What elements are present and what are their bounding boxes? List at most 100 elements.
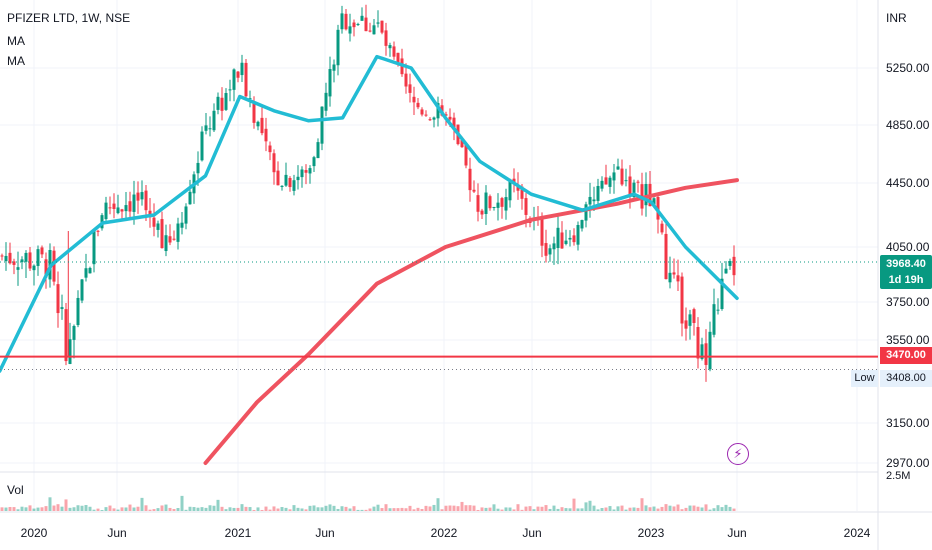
volume-bar bbox=[524, 506, 528, 511]
volume-bar bbox=[604, 507, 608, 511]
volume-bar bbox=[192, 507, 196, 511]
candle-body bbox=[160, 219, 164, 249]
volume-label[interactable]: Vol bbox=[7, 483, 24, 497]
candle-body bbox=[644, 184, 648, 206]
volume-bar bbox=[512, 509, 516, 511]
volume-bar bbox=[700, 507, 704, 511]
volume-bar bbox=[176, 508, 180, 511]
candle-body bbox=[36, 249, 40, 266]
volume-bar bbox=[448, 505, 452, 511]
volume-bar bbox=[172, 509, 176, 511]
legend-ma-fast[interactable]: MA bbox=[7, 34, 25, 48]
volume-bar bbox=[116, 509, 120, 511]
candle-body bbox=[732, 256, 736, 276]
volume-bar bbox=[496, 508, 500, 511]
candle-body bbox=[604, 177, 608, 185]
volume-bar bbox=[592, 505, 596, 511]
volume-bar bbox=[460, 501, 464, 511]
candle-body bbox=[488, 196, 492, 209]
candle-body bbox=[508, 180, 512, 201]
x-tick-label: Jun bbox=[727, 526, 746, 540]
volume-bar bbox=[416, 507, 420, 511]
volume-scale-label: 2.5M bbox=[886, 470, 910, 482]
volume-bar bbox=[20, 506, 24, 511]
candle-body bbox=[216, 96, 220, 110]
candle-body bbox=[420, 109, 424, 115]
volume-bar bbox=[672, 506, 676, 511]
candle-body bbox=[184, 206, 188, 224]
candle-body bbox=[412, 96, 416, 103]
volume-bar bbox=[276, 508, 280, 511]
volume-bar bbox=[640, 498, 644, 511]
y-tick-label: 5250.00 bbox=[886, 61, 930, 75]
candle-body bbox=[372, 25, 376, 35]
volume-bar bbox=[216, 499, 220, 511]
candle-body bbox=[380, 20, 384, 33]
candle-body bbox=[96, 230, 100, 232]
candle-body bbox=[472, 189, 476, 192]
volume-bar bbox=[564, 508, 568, 511]
candle-body bbox=[672, 272, 676, 275]
volume-bar bbox=[376, 504, 380, 511]
candle-body bbox=[336, 29, 340, 66]
volume-bar bbox=[148, 509, 152, 511]
volume-bar bbox=[360, 509, 364, 511]
candle-body bbox=[284, 174, 288, 186]
candle-body bbox=[124, 205, 128, 212]
candle-body bbox=[76, 297, 80, 326]
candle-body bbox=[252, 102, 256, 123]
ma-slow-line[interactable] bbox=[203, 178, 739, 465]
volume-bar bbox=[500, 509, 504, 511]
candle-body bbox=[176, 223, 180, 242]
candle-body bbox=[588, 196, 592, 205]
candle-body bbox=[80, 279, 84, 301]
volume-bar bbox=[552, 505, 556, 511]
volume-bar bbox=[300, 508, 304, 511]
candle-body bbox=[360, 15, 364, 21]
volume-bar bbox=[392, 508, 396, 511]
candle-body bbox=[164, 235, 168, 252]
volume-bar bbox=[688, 505, 692, 511]
candle-body bbox=[424, 114, 428, 116]
legend-ma-slow[interactable]: MA bbox=[7, 54, 25, 68]
volume-bar bbox=[100, 509, 104, 511]
candle-body bbox=[496, 202, 500, 208]
volume-bar bbox=[620, 505, 624, 511]
volume-bar bbox=[140, 497, 144, 511]
ma-fast-line[interactable] bbox=[0, 54, 739, 373]
volume-bar bbox=[436, 498, 440, 511]
volume-bar bbox=[476, 509, 480, 511]
volume-bar bbox=[296, 507, 300, 511]
volume-bar bbox=[408, 505, 412, 511]
candle-body bbox=[132, 194, 136, 212]
candle-body bbox=[116, 207, 120, 214]
volume-bar bbox=[572, 498, 576, 511]
candle-body bbox=[540, 216, 544, 246]
candle-body bbox=[724, 268, 728, 274]
last-price-tag: 3968.40 1d 19h bbox=[880, 255, 932, 289]
volume-bar bbox=[8, 507, 12, 511]
candle-body bbox=[556, 227, 560, 248]
candle-body bbox=[608, 177, 612, 187]
candle-body bbox=[92, 230, 96, 265]
candle-body bbox=[716, 309, 720, 311]
y-tick-label: 3550.00 bbox=[886, 333, 930, 347]
candle-body bbox=[688, 314, 692, 326]
candle-body bbox=[720, 278, 724, 309]
volume-bar bbox=[580, 508, 584, 511]
candle-body bbox=[624, 180, 628, 182]
volume-bar bbox=[556, 508, 560, 511]
candle-body bbox=[616, 166, 620, 170]
volume-bar bbox=[728, 506, 732, 511]
volume-bar bbox=[76, 505, 80, 511]
lightning-icon[interactable]: ⚡ bbox=[727, 443, 749, 465]
candle-body bbox=[140, 192, 144, 200]
volume-bar bbox=[0, 507, 4, 511]
volume-bar bbox=[708, 509, 712, 511]
volume-bar bbox=[304, 509, 308, 511]
volume-bar bbox=[124, 507, 128, 511]
candle-body bbox=[128, 201, 132, 212]
y-tick-label: 4850.00 bbox=[886, 118, 930, 132]
